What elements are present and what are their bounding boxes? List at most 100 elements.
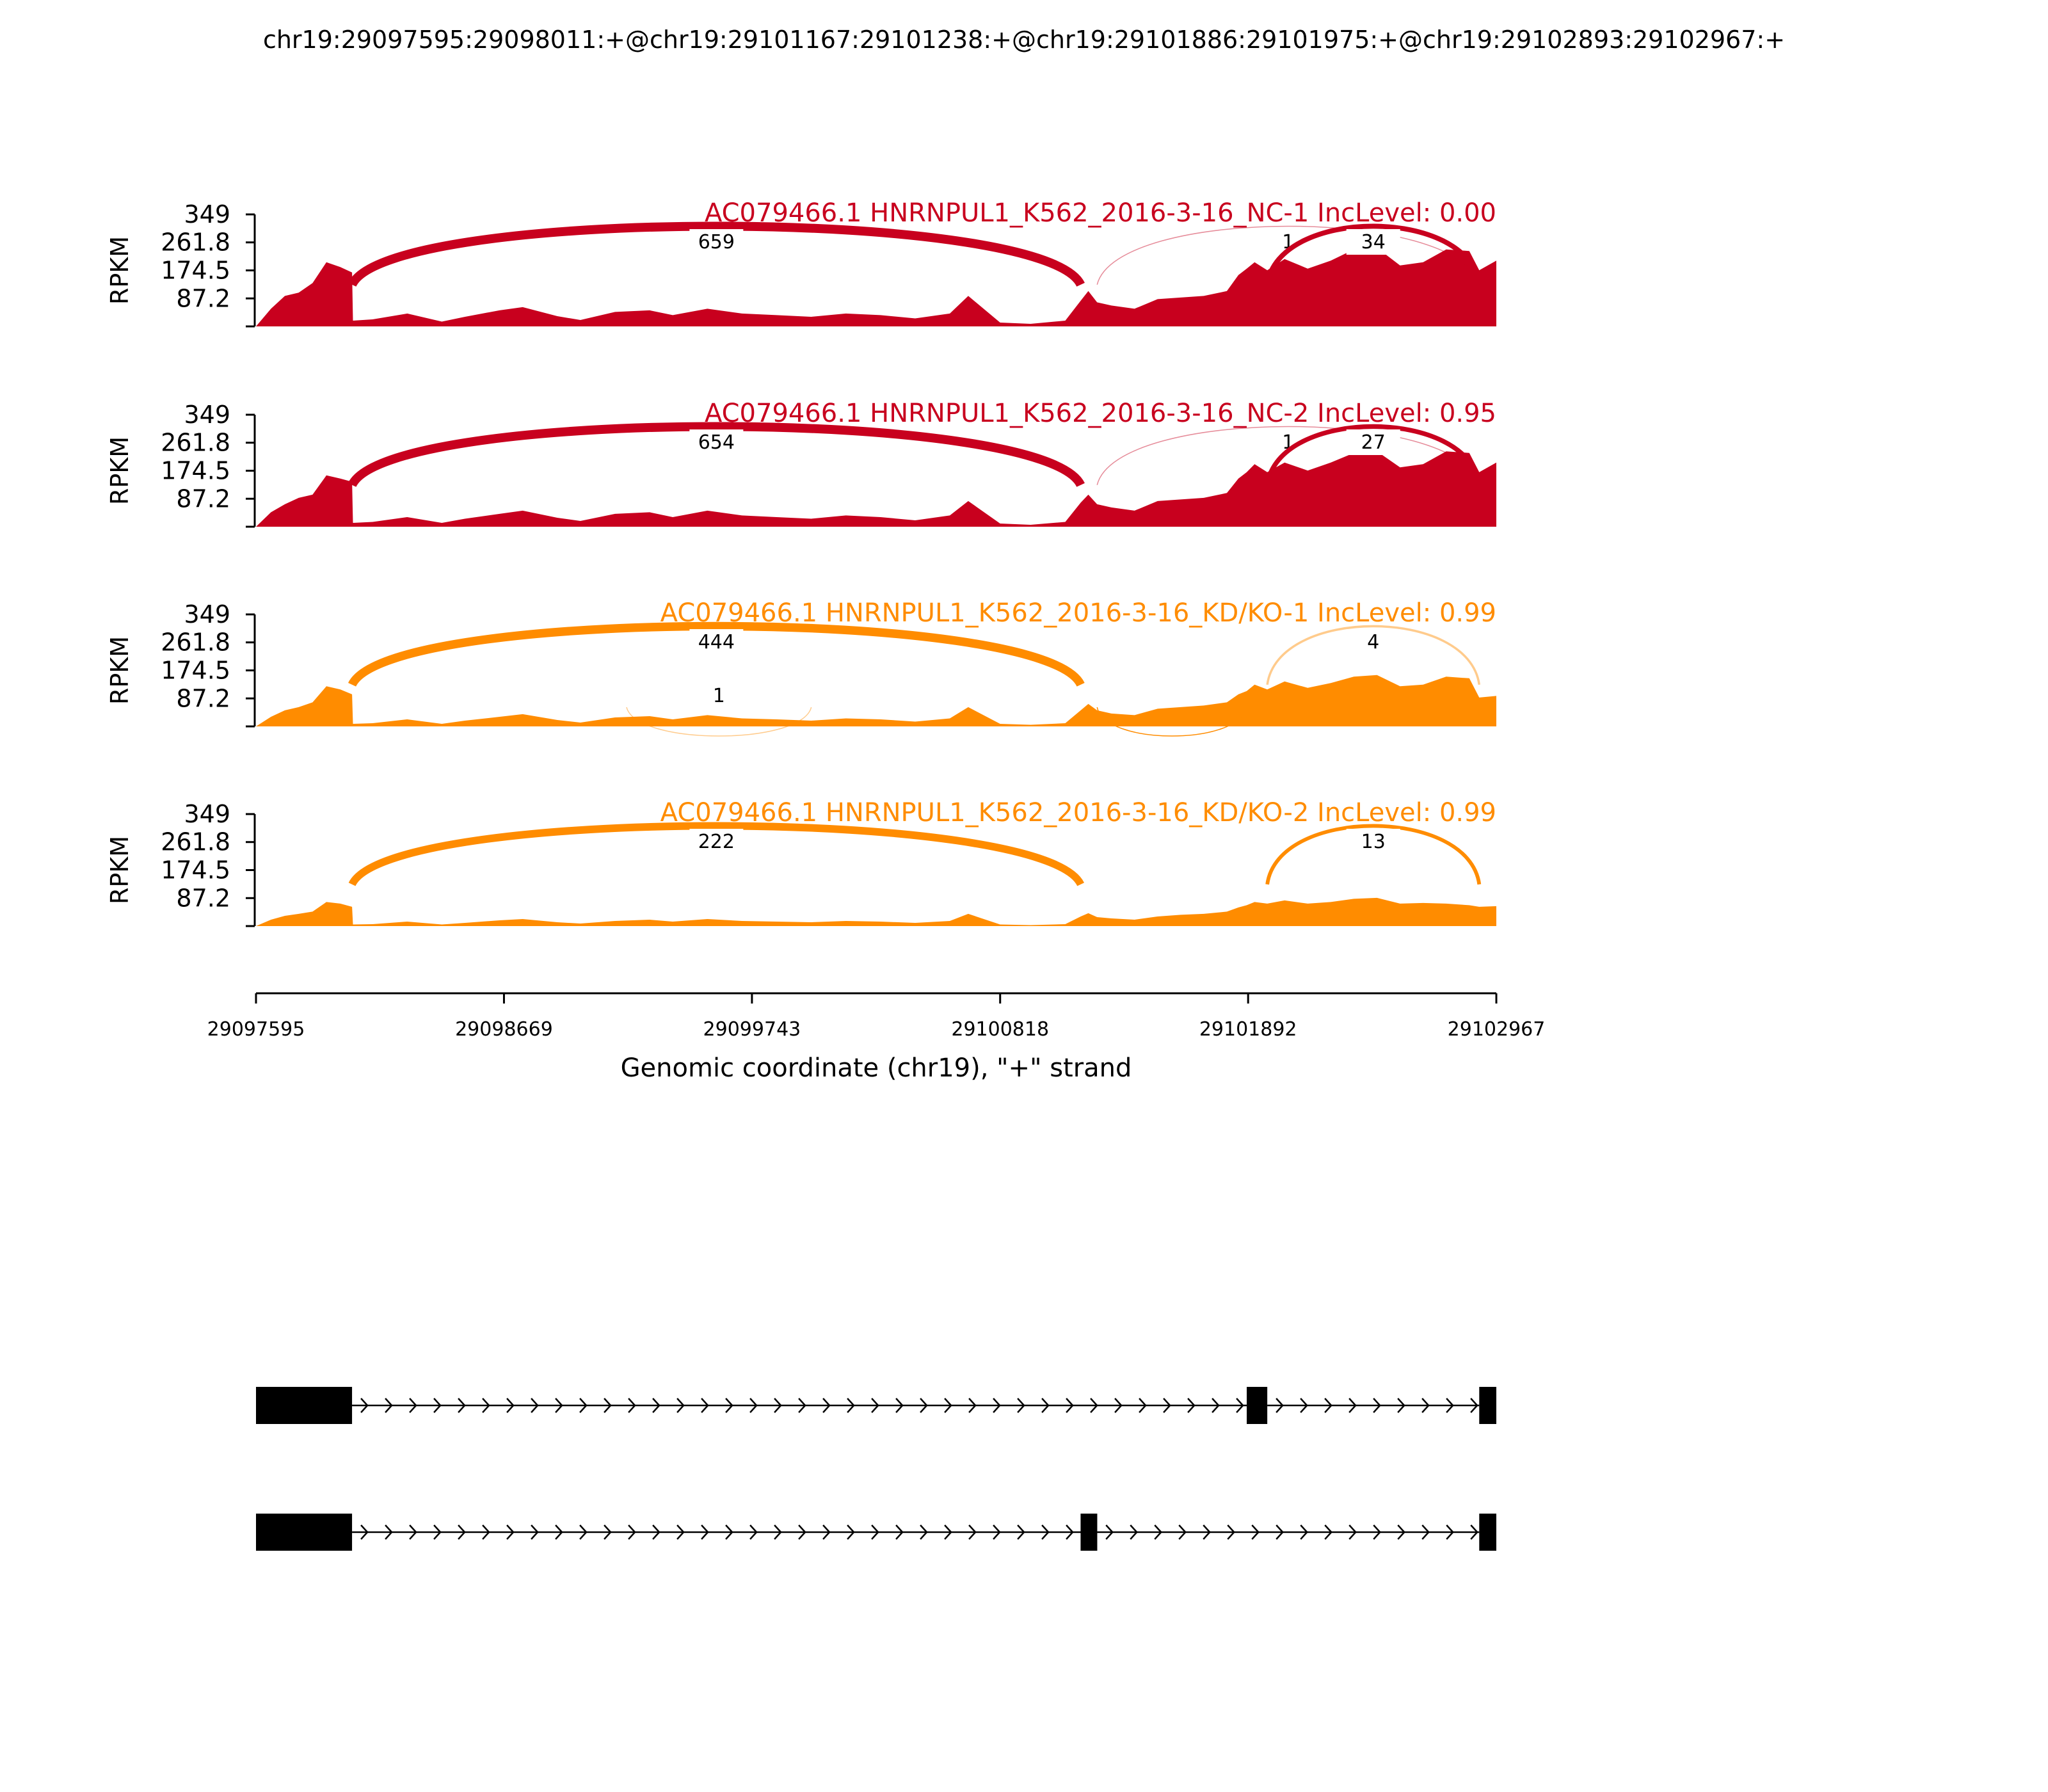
x-tick-label: 29100818: [951, 1018, 1049, 1041]
junction-count-label: 222: [698, 831, 735, 853]
strand-arrow: [1470, 1524, 1478, 1540]
strand-arrow: [847, 1398, 855, 1413]
y-tick-label: 87.2: [176, 684, 230, 712]
strand-arrow: [1276, 1524, 1284, 1540]
strand-arrow: [701, 1398, 709, 1413]
track-label: AC079466.1 HNRNPUL1_K562_2016-3-16_KD/KO…: [660, 798, 1496, 828]
strand-arrow: [676, 1398, 685, 1413]
strand-arrow: [774, 1524, 782, 1540]
exon-block: [1479, 1514, 1496, 1551]
strand-arrow: [1446, 1398, 1454, 1413]
strand-arrow: [1300, 1398, 1308, 1413]
strand-arrow: [458, 1524, 466, 1540]
junction-arc: [1096, 707, 1247, 737]
strand-arrow: [652, 1398, 660, 1413]
track-label: AC079466.1 HNRNPUL1_K562_2016-3-16_KD/KO…: [660, 598, 1496, 628]
strand-arrow: [628, 1524, 636, 1540]
strand-arrow: [531, 1398, 539, 1413]
y-tick-label: 261.8: [161, 628, 230, 657]
strand-arrow: [385, 1524, 393, 1540]
y-axis-label: RPKM: [106, 636, 134, 705]
strand-arrow: [1470, 1398, 1478, 1413]
y-tick-label: 87.2: [176, 484, 230, 513]
strand-arrow: [1017, 1524, 1025, 1540]
strand-arrow: [1130, 1524, 1138, 1540]
strand-arrow: [1066, 1524, 1074, 1540]
strand-arrow: [482, 1524, 490, 1540]
x-tick-label: 29102967: [1448, 1018, 1546, 1041]
y-tick-label: 174.5: [161, 657, 230, 685]
strand-arrow: [1178, 1524, 1187, 1540]
strand-arrow: [725, 1524, 733, 1540]
strand-arrow: [1300, 1524, 1308, 1540]
coverage-area: [256, 248, 1496, 326]
junction-count-box: [689, 429, 744, 455]
strand-arrow: [1041, 1524, 1050, 1540]
junction-count-label: 659: [698, 231, 735, 253]
y-tick-label: 349: [184, 800, 230, 828]
strand-arrow: [1105, 1524, 1114, 1540]
strand-arrow: [506, 1524, 515, 1540]
strand-arrow: [1017, 1398, 1025, 1413]
strand-arrow: [604, 1524, 612, 1540]
strand-arrow: [604, 1398, 612, 1413]
junction-count-label: 34: [1361, 231, 1386, 253]
y-tick-label: 261.8: [161, 228, 230, 257]
isoform-model: [256, 1387, 1496, 1424]
junction-arc: [626, 707, 812, 737]
strand-arrow: [993, 1398, 1001, 1413]
strand-arrow: [676, 1524, 685, 1540]
exon-block: [256, 1514, 353, 1551]
x-tick-label: 29098669: [455, 1018, 553, 1041]
strand-arrow: [774, 1398, 782, 1413]
exon-block: [1479, 1387, 1496, 1424]
strand-arrow: [798, 1524, 806, 1540]
junction-count-label: 444: [698, 631, 735, 653]
y-axis-label: RPKM: [106, 236, 134, 305]
strand-arrow: [847, 1524, 855, 1540]
strand-arrow: [1154, 1524, 1162, 1540]
strand-arrow: [944, 1524, 952, 1540]
strand-arrow: [1114, 1398, 1123, 1413]
strand-arrow: [822, 1398, 831, 1413]
y-tick-label: 349: [184, 200, 230, 228]
strand-arrow: [944, 1398, 952, 1413]
track-label: AC079466.1 HNRNPUL1_K562_2016-3-16_NC-2 …: [705, 399, 1496, 428]
strand-arrow: [920, 1524, 928, 1540]
strand-arrow: [409, 1524, 417, 1540]
strand-arrow: [1090, 1398, 1098, 1413]
coverage-area: [256, 451, 1496, 527]
junction-arc: [348, 621, 1085, 687]
strand-arrow: [1276, 1398, 1284, 1413]
strand-arrow: [968, 1524, 977, 1540]
x-tick-label: 29101892: [1199, 1018, 1297, 1041]
junction-count-label: 27: [1361, 431, 1386, 454]
y-tick-label: 261.8: [161, 429, 230, 457]
strand-arrow: [360, 1398, 369, 1413]
isoform-model: [256, 1514, 1496, 1551]
strand-arrow: [871, 1524, 879, 1540]
junction-count-box: [1346, 629, 1400, 655]
strand-arrow: [895, 1524, 904, 1540]
strand-arrow: [1187, 1398, 1196, 1413]
strand-arrow: [920, 1398, 928, 1413]
y-tick-label: 87.2: [176, 884, 230, 912]
strand-arrow: [1251, 1524, 1260, 1540]
y-tick-label: 349: [184, 401, 230, 429]
y-tick-label: 87.2: [176, 284, 230, 312]
exon-block: [1247, 1387, 1268, 1424]
strand-arrow: [895, 1398, 904, 1413]
strand-arrow: [409, 1398, 417, 1413]
strand-arrow: [749, 1398, 758, 1413]
strand-arrow: [968, 1398, 977, 1413]
junction-arc: [348, 822, 1085, 886]
strand-arrow: [579, 1398, 588, 1413]
x-tick-label: 29099743: [703, 1018, 801, 1041]
y-tick-label: 174.5: [161, 457, 230, 485]
x-axis-label: Genomic coordinate (chr19), "+" strand: [621, 1053, 1132, 1083]
junction-arc: [348, 422, 1085, 488]
